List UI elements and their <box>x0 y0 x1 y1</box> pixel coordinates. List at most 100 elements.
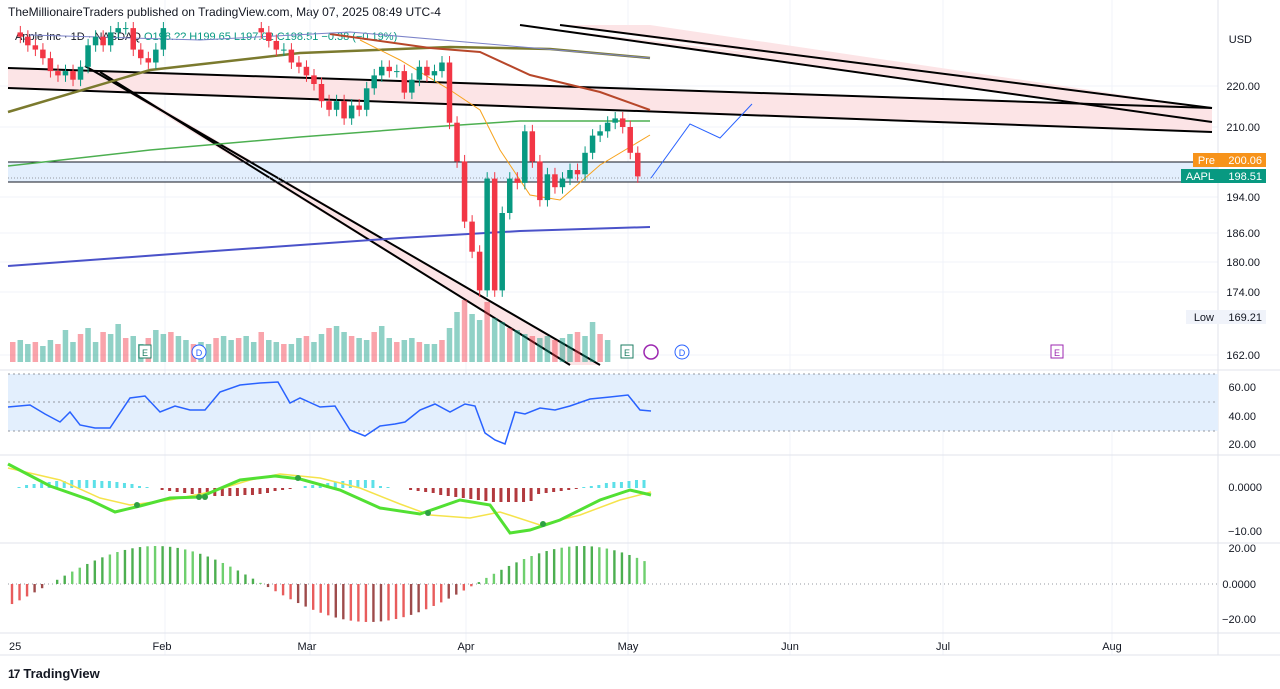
candle-body <box>401 71 408 93</box>
volume-bar <box>250 342 257 362</box>
osc-bar <box>123 549 127 584</box>
candle-body <box>476 251 483 291</box>
osc-bar <box>515 562 518 584</box>
candle <box>122 22 129 35</box>
macd-hist-bar <box>130 484 134 488</box>
candle <box>333 94 340 117</box>
candle <box>348 99 355 125</box>
tradingview-name: TradingView <box>23 666 100 681</box>
candle <box>318 77 325 108</box>
macd-hist-bar <box>371 480 375 488</box>
volume-bar <box>529 336 536 362</box>
tradingview-logo: 17 TradingView <box>8 666 100 681</box>
candle-body <box>333 101 340 110</box>
osc-bar <box>635 557 639 584</box>
osc-bar <box>33 584 36 593</box>
macd-hist-bar <box>235 488 239 496</box>
channel-band <box>560 25 1212 118</box>
volume-bar <box>258 332 264 362</box>
macd-hist-bar <box>386 487 390 488</box>
candle <box>439 56 445 78</box>
candle-body <box>296 62 302 67</box>
candle-body <box>544 174 551 201</box>
candle <box>303 60 310 82</box>
osc-bar <box>485 577 488 584</box>
volume-bar <box>107 334 114 362</box>
volume-bar <box>183 340 189 362</box>
candle <box>55 64 61 82</box>
candle-body <box>446 62 453 123</box>
macd-hist-bar <box>454 488 458 497</box>
candle-body <box>604 122 611 132</box>
macd-hist-bar <box>597 485 601 488</box>
osc-bar <box>507 565 511 584</box>
macd-hist-bar <box>619 482 623 488</box>
osc-bar <box>281 584 285 596</box>
rsi-tick: 40.00 <box>1228 411 1256 423</box>
candle <box>130 22 136 57</box>
candle-body <box>394 71 400 73</box>
candle <box>409 73 415 100</box>
volume-bar <box>446 328 453 362</box>
macd-tick: −10.00 <box>1228 526 1262 538</box>
macd-hist-bar <box>552 488 556 492</box>
osc-tick: 20.00 <box>1228 543 1256 555</box>
pre-tag <box>1193 153 1218 167</box>
candle <box>597 124 603 143</box>
candle <box>484 172 490 297</box>
macd-hist-bar <box>409 488 413 490</box>
macd-hist-bar <box>250 488 254 495</box>
candle-body <box>153 49 159 63</box>
macd-hist-bar <box>243 488 247 495</box>
osc-bar <box>432 584 435 606</box>
macd-hist-bar <box>559 488 563 491</box>
candle-body <box>589 135 596 153</box>
channel-band <box>8 68 1212 132</box>
volume-bar <box>10 342 16 362</box>
osc-bar <box>409 584 413 615</box>
osc-bar <box>492 573 496 584</box>
volume-bar <box>213 338 219 362</box>
rsi-tick: 20.00 <box>1228 439 1256 451</box>
price-tick: 162.00 <box>1226 350 1260 362</box>
volume-bar <box>431 344 438 362</box>
candle-body <box>559 178 566 188</box>
candle <box>107 25 114 52</box>
macd-hist-bar <box>228 488 232 496</box>
osc-bar <box>229 566 232 584</box>
macd-hist-bar <box>25 485 29 488</box>
candle <box>138 43 144 65</box>
osc-bar <box>447 584 450 599</box>
osc-bar <box>101 557 104 584</box>
osc-bar <box>387 584 390 621</box>
macd-hist-bar <box>303 486 307 488</box>
volume-bar <box>281 344 287 362</box>
volume-bar <box>552 340 558 362</box>
symbol-value-tag <box>1218 169 1266 183</box>
osc-bar <box>63 575 66 584</box>
osc-bar <box>131 548 134 584</box>
osc-bar <box>327 584 330 616</box>
candle <box>17 25 24 44</box>
macd-hist-bar <box>175 488 179 492</box>
tradingview-mark-icon: 17 <box>8 666 20 681</box>
rsi-tick: 60.00 <box>1228 382 1256 394</box>
volume-bar <box>77 334 84 362</box>
volume-bar <box>17 340 24 362</box>
candle-body <box>461 161 468 222</box>
osc-bar <box>372 584 375 622</box>
osc-bar <box>153 546 157 584</box>
candle <box>288 43 295 69</box>
osc-bar <box>605 548 609 584</box>
time-tick: Feb <box>153 641 172 653</box>
macd-hist-bar <box>529 488 533 501</box>
earnings-marker <box>620 344 634 359</box>
marker-label: D <box>679 348 686 358</box>
osc-bar <box>349 584 353 621</box>
osc-bar <box>214 559 217 584</box>
macd-hist-bar <box>70 480 74 488</box>
osc-bar <box>259 582 262 584</box>
macd-hist-bar <box>514 488 518 502</box>
volume-bar <box>491 318 498 362</box>
